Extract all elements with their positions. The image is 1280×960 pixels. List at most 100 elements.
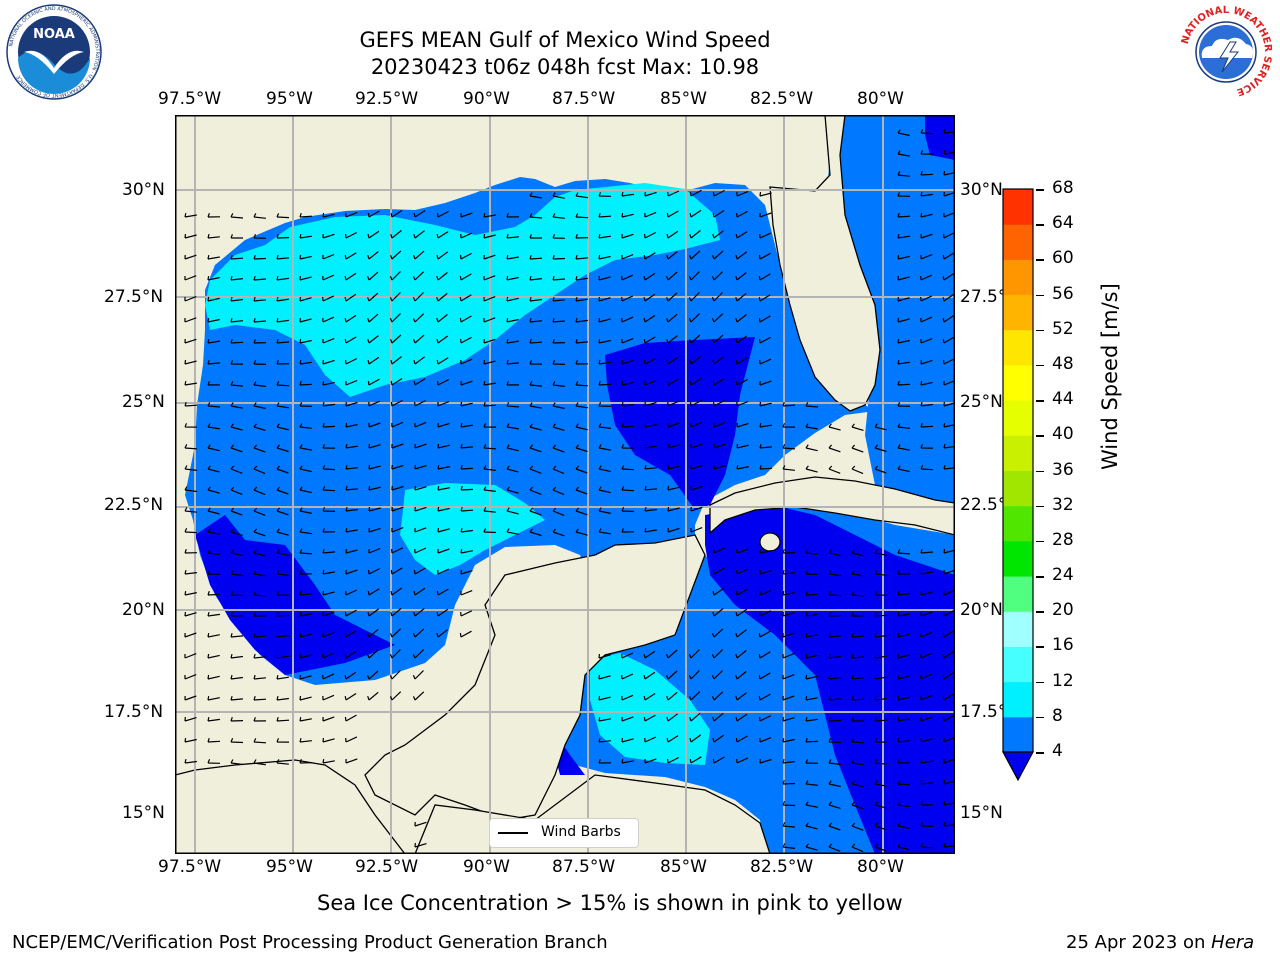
left-lat-label: 15°N <box>122 803 165 823</box>
wind-barb <box>874 759 887 765</box>
wind-barb <box>322 444 336 449</box>
wind-barb <box>598 381 612 386</box>
wind-barb <box>874 822 887 831</box>
wind-barb <box>828 696 841 701</box>
wind-barb <box>529 213 543 219</box>
wind-barb <box>436 251 449 260</box>
wind-barb <box>621 507 635 513</box>
wind-barb <box>390 607 402 617</box>
wind-barb <box>367 649 379 659</box>
wind-barb <box>897 150 910 157</box>
bottom-lon-label: 87.5°W <box>552 857 616 877</box>
wind-barb <box>666 649 678 659</box>
colorbar-tick-mark <box>1036 646 1044 648</box>
colorbar-tick-mark <box>1036 540 1044 543</box>
wind-barb <box>459 252 472 260</box>
wind-barb <box>322 631 335 638</box>
wind-barb <box>529 360 543 365</box>
wind-barb <box>506 296 519 302</box>
wind-barb <box>436 608 449 617</box>
wind-barb <box>851 633 865 638</box>
wind-barb <box>690 506 703 512</box>
wind-barb <box>506 318 519 323</box>
wind-barb <box>782 738 795 743</box>
wind-barb <box>758 252 771 260</box>
wind-barb <box>643 650 656 659</box>
wind-barb <box>322 486 336 492</box>
wind-barb <box>735 251 748 260</box>
colorbar-band <box>1003 716 1033 753</box>
wind-barb <box>621 274 634 281</box>
colorbar-band <box>1003 364 1033 401</box>
wind-barb <box>322 274 335 281</box>
wind-barb <box>414 547 427 554</box>
wind-barb <box>897 549 911 555</box>
bottom-lon-label: 92.5°W <box>355 857 419 877</box>
wind-barb <box>575 234 589 239</box>
wind-barb <box>689 230 701 239</box>
wind-barb <box>253 444 266 453</box>
wind-barb <box>276 465 289 474</box>
wind-barb <box>805 674 818 680</box>
wind-barb <box>874 653 887 659</box>
wind-barb <box>437 527 450 533</box>
wind-barb <box>782 444 796 450</box>
wind-barb <box>598 339 611 344</box>
wind-barb <box>666 691 678 701</box>
wind-barb <box>575 192 588 199</box>
wind-barb <box>253 653 266 659</box>
wind-barb <box>711 292 723 302</box>
wind-barb <box>805 402 819 408</box>
wind-barb <box>897 296 910 302</box>
wind-barb <box>253 234 267 239</box>
wind-barb <box>253 612 267 617</box>
wind-barb <box>759 548 772 554</box>
wind-barb <box>460 380 473 386</box>
wind-barb <box>322 590 335 596</box>
wind-barb <box>643 714 656 722</box>
wind-barb <box>390 567 403 575</box>
wind-barb <box>758 651 771 659</box>
wind-barb <box>367 210 380 218</box>
wind-barb <box>920 843 934 849</box>
wind-barb <box>207 632 220 638</box>
wind-barb <box>552 486 565 496</box>
wind-barb <box>483 380 496 386</box>
wind-barb <box>483 359 496 365</box>
wind-barb <box>920 423 934 428</box>
wind-barb <box>920 171 934 176</box>
wind-barb <box>689 399 702 407</box>
wind-barb <box>897 423 910 429</box>
wind-barb <box>667 527 680 533</box>
wind-barb <box>758 315 771 323</box>
wind-barb <box>688 691 701 701</box>
wind-barb <box>389 271 401 281</box>
wind-barb <box>299 507 312 514</box>
wind-barb <box>897 843 910 851</box>
wind-barb <box>299 737 312 743</box>
wind-barb <box>943 758 955 764</box>
wind-barb <box>851 738 865 744</box>
wind-barb <box>621 694 634 701</box>
wind-barb <box>322 569 335 575</box>
wind-barb <box>299 254 312 260</box>
wind-barb <box>322 423 336 428</box>
wind-barb <box>828 801 841 809</box>
wind-barb <box>345 485 358 491</box>
wind-barb <box>666 713 678 722</box>
wind-barb <box>506 486 519 494</box>
wind-barb <box>920 274 933 281</box>
wind-barb <box>414 485 427 491</box>
wind-barb <box>253 738 267 744</box>
wind-barb <box>230 528 243 537</box>
wind-barb <box>276 339 290 344</box>
wind-barb <box>253 339 267 344</box>
wind-barb <box>712 209 725 218</box>
wind-barb <box>391 464 404 470</box>
wind-barb <box>230 570 243 577</box>
wind-barb <box>253 360 267 365</box>
wind-barb <box>460 401 473 407</box>
wind-barb <box>805 695 818 701</box>
right-lat-label: 15°N <box>960 803 1003 823</box>
wind-barb <box>276 759 289 765</box>
